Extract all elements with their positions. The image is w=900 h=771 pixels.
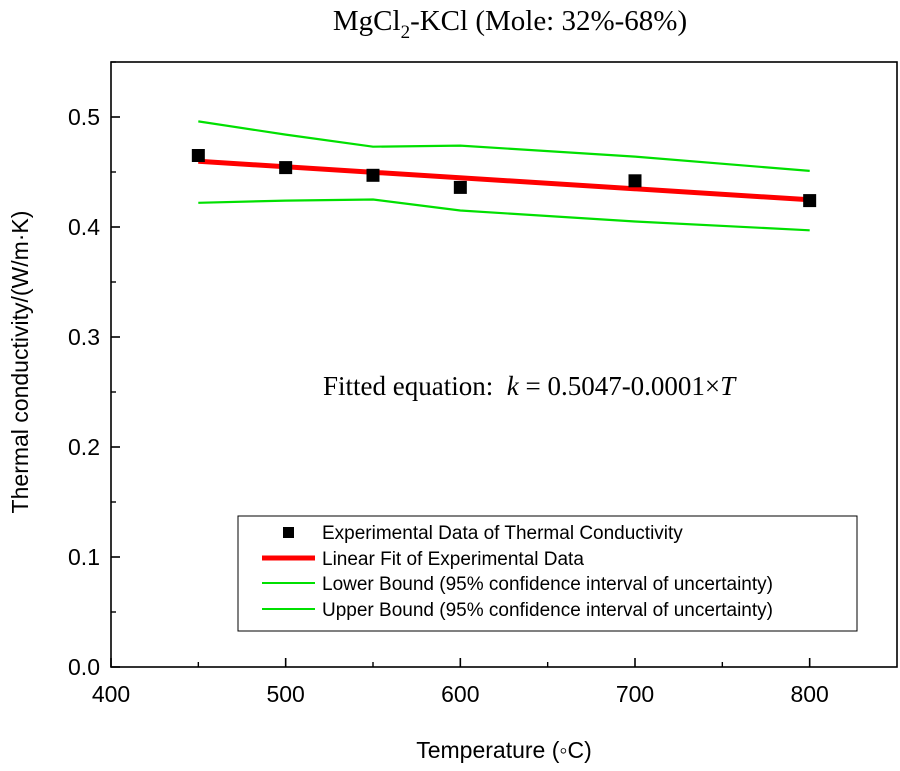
data-point	[191, 149, 205, 162]
upper-bound-line	[198, 120, 810, 172]
y-tick-label: 0.0	[68, 654, 100, 680]
chart-title-main: MgCl	[333, 5, 401, 37]
series-layer	[191, 120, 817, 232]
x-tick-label: 400	[92, 681, 130, 707]
data-point	[453, 180, 467, 194]
data-point	[628, 174, 642, 188]
chart-title: MgCl2-KCl (Mole: 32%-68%)	[333, 5, 687, 43]
lower-bound-line	[198, 198, 810, 232]
legend-marker-experimental	[283, 527, 294, 538]
y-axis-label: Thermal conductivity/(W/m·K)	[7, 211, 33, 514]
legend: Experimental Data of Thermal Conductivit…	[237, 515, 858, 632]
fit-equation-annotation: Fitted equation: k = 0.5047-0.0001×T	[323, 371, 737, 401]
legend-label-linear-fit: Linear Fit of Experimental Data	[322, 549, 584, 570]
y-tick-label: 0.2	[68, 434, 100, 460]
legend-label-experimental: Experimental Data of Thermal Conductivit…	[322, 523, 683, 544]
data-point	[803, 194, 817, 208]
x-tick-label: 800	[790, 681, 828, 707]
fit-equation-prefix: Fitted equation:	[323, 371, 507, 401]
chart-title-rest: -KCl (Mole: 32%-68%)	[410, 5, 687, 37]
legend-label-upper-bound: Upper Bound (95% confidence interval of …	[322, 600, 773, 621]
chart-title-subscript: 2	[401, 22, 411, 43]
data-point	[366, 168, 380, 182]
x-axis-label: Temperature (◦C)	[416, 737, 592, 763]
x-tick-label: 500	[266, 681, 304, 707]
y-tick-label: 0.4	[68, 214, 100, 240]
fit-equation-k: k	[507, 371, 520, 401]
fit-equation-middle: = 0.5047-0.0001×	[519, 371, 720, 401]
plot-frame	[110, 61, 898, 668]
y-tick-label: 0.5	[68, 104, 100, 130]
data-point	[279, 161, 293, 175]
legend-box	[237, 515, 858, 632]
x-tick-label: 600	[441, 681, 479, 707]
linear-fit-line	[198, 158, 810, 203]
legend-label-lower-bound: Lower Bound (95% confidence interval of …	[322, 574, 773, 595]
y-axis: 0.0 0.1 0.2 0.3 0.4 0.5	[68, 61, 120, 680]
fit-equation-t: T	[720, 371, 737, 401]
x-tick-label: 700	[616, 681, 654, 707]
y-tick-label: 0.3	[68, 324, 100, 350]
x-axis: 400 500 600 700 800	[92, 658, 829, 707]
y-tick-label: 0.1	[68, 544, 100, 570]
